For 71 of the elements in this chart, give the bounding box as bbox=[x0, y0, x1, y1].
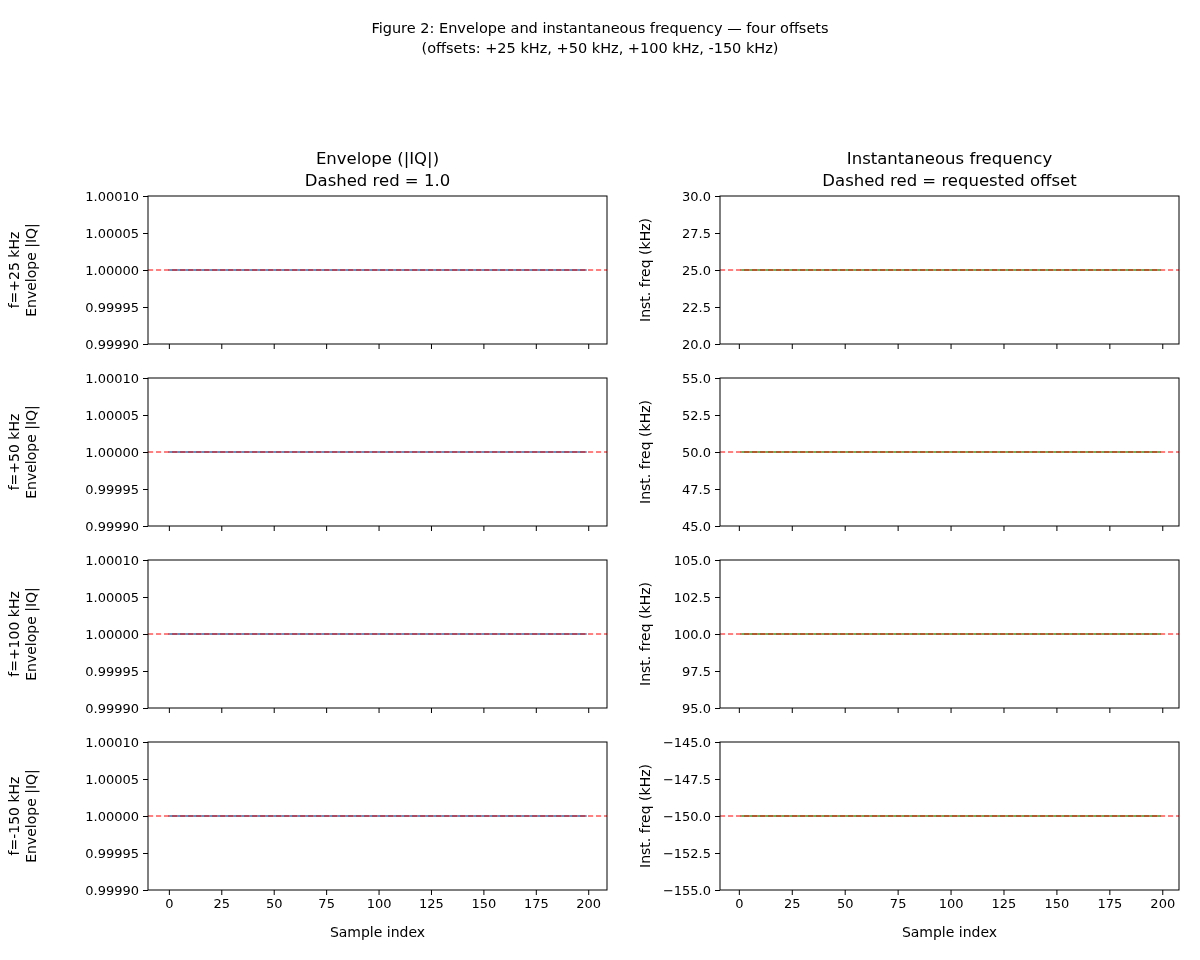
y-tick-label: 1.00000 bbox=[85, 444, 139, 460]
x-tick-label: 100 bbox=[938, 896, 964, 912]
y-tick-label: 1.00010 bbox=[85, 552, 139, 568]
x-tick-label: 100 bbox=[366, 896, 392, 912]
y-tick-label: 0.99995 bbox=[85, 663, 139, 679]
y-tick-label: 1.00010 bbox=[85, 734, 139, 750]
y-tick-label: 1.00000 bbox=[85, 262, 139, 278]
y-tick-label: 30.0 bbox=[682, 188, 711, 204]
y-tick-label: 52.5 bbox=[682, 407, 711, 423]
y-tick-label: −145.0 bbox=[662, 734, 711, 750]
y-tick-label: 0.99990 bbox=[85, 336, 139, 352]
y-axis-title: Inst. freq (kHz) bbox=[637, 400, 653, 504]
y-tick-label: 0.99990 bbox=[85, 518, 139, 534]
y-tick-label: 55.0 bbox=[682, 370, 711, 386]
y-tick-label: 97.5 bbox=[682, 663, 711, 679]
y-tick-label: −147.5 bbox=[662, 771, 711, 787]
x-axis-title: Sample index bbox=[329, 924, 426, 940]
y-axis-title: f=+100 kHz Envelope |IQ| bbox=[6, 587, 40, 681]
y-tick-label: 1.00005 bbox=[85, 589, 139, 605]
y-tick-label: 45.0 bbox=[682, 518, 711, 534]
x-tick-label: 150 bbox=[471, 896, 497, 912]
x-tick-label: 125 bbox=[991, 896, 1017, 912]
y-tick-label: 50.0 bbox=[682, 444, 711, 460]
y-tick-label: 0.99995 bbox=[85, 845, 139, 861]
y-tick-label: 47.5 bbox=[682, 481, 711, 497]
y-axis-title: f=+50 kHz Envelope |IQ| bbox=[6, 405, 40, 499]
y-tick-label: 102.5 bbox=[673, 589, 711, 605]
x-tick-label: 200 bbox=[1150, 896, 1176, 912]
y-tick-label: 105.0 bbox=[673, 552, 711, 568]
x-tick-label: 0 bbox=[165, 896, 174, 912]
y-tick-label: 95.0 bbox=[682, 700, 711, 716]
y-tick-label: 0.99990 bbox=[85, 700, 139, 716]
y-tick-label: 100.0 bbox=[673, 626, 711, 642]
y-axis-title: Inst. freq (kHz) bbox=[637, 218, 653, 322]
y-tick-label: 0.99995 bbox=[85, 299, 139, 315]
y-tick-label: 1.00005 bbox=[85, 225, 139, 241]
chart-title: Instantaneous frequency Dashed red = requested offset bbox=[822, 149, 1078, 190]
y-axis-title: Inst. freq (kHz) bbox=[637, 764, 653, 868]
x-tick-label: 175 bbox=[523, 896, 549, 912]
y-tick-label: 25.0 bbox=[682, 262, 711, 278]
y-axis-title: Inst. freq (kHz) bbox=[637, 582, 653, 686]
x-tick-label: 25 bbox=[213, 896, 231, 912]
y-tick-label: −155.0 bbox=[662, 882, 711, 898]
x-tick-label: 0 bbox=[735, 896, 744, 912]
y-tick-label: 1.00000 bbox=[85, 808, 139, 824]
x-tick-label: 75 bbox=[318, 896, 335, 912]
x-tick-label: 50 bbox=[265, 896, 283, 912]
y-tick-label: 1.00000 bbox=[85, 626, 139, 642]
x-tick-label: 25 bbox=[784, 896, 801, 912]
y-tick-label: −150.0 bbox=[662, 808, 711, 824]
x-tick-label: 125 bbox=[419, 896, 444, 912]
x-tick-label: 150 bbox=[1044, 896, 1070, 912]
y-tick-label: 1.00005 bbox=[85, 407, 139, 423]
x-tick-label: 50 bbox=[836, 896, 854, 912]
y-tick-label: 1.00010 bbox=[85, 188, 139, 204]
y-tick-label: 0.99995 bbox=[85, 481, 139, 497]
y-tick-label: 0.99990 bbox=[85, 882, 139, 898]
x-axis-title: Sample index bbox=[901, 924, 998, 940]
x-tick-label: 75 bbox=[889, 896, 907, 912]
chart-title: Envelope (|IQ|) Dashed red = 1.0 bbox=[304, 149, 451, 190]
y-axis-title: f=+25 kHz Envelope |IQ| bbox=[6, 223, 40, 317]
y-axis-title: f=-150 kHz Envelope |IQ| bbox=[6, 769, 40, 863]
y-tick-label: 20.0 bbox=[682, 336, 711, 352]
y-tick-label: 1.00005 bbox=[85, 771, 139, 787]
caption: Figure 2: Envelope and instantaneous frequency — four offsets (offsets: +25 kHz, +50 kHz, +100 kHz, -150 kHz) bbox=[371, 20, 829, 56]
y-tick-label: 27.5 bbox=[682, 225, 711, 241]
x-tick-label: 200 bbox=[576, 896, 602, 912]
y-tick-label: 1.00010 bbox=[85, 370, 139, 386]
y-tick-label: 22.5 bbox=[682, 299, 711, 315]
y-tick-label: −152.5 bbox=[662, 845, 711, 861]
x-tick-label: 175 bbox=[1097, 896, 1123, 912]
